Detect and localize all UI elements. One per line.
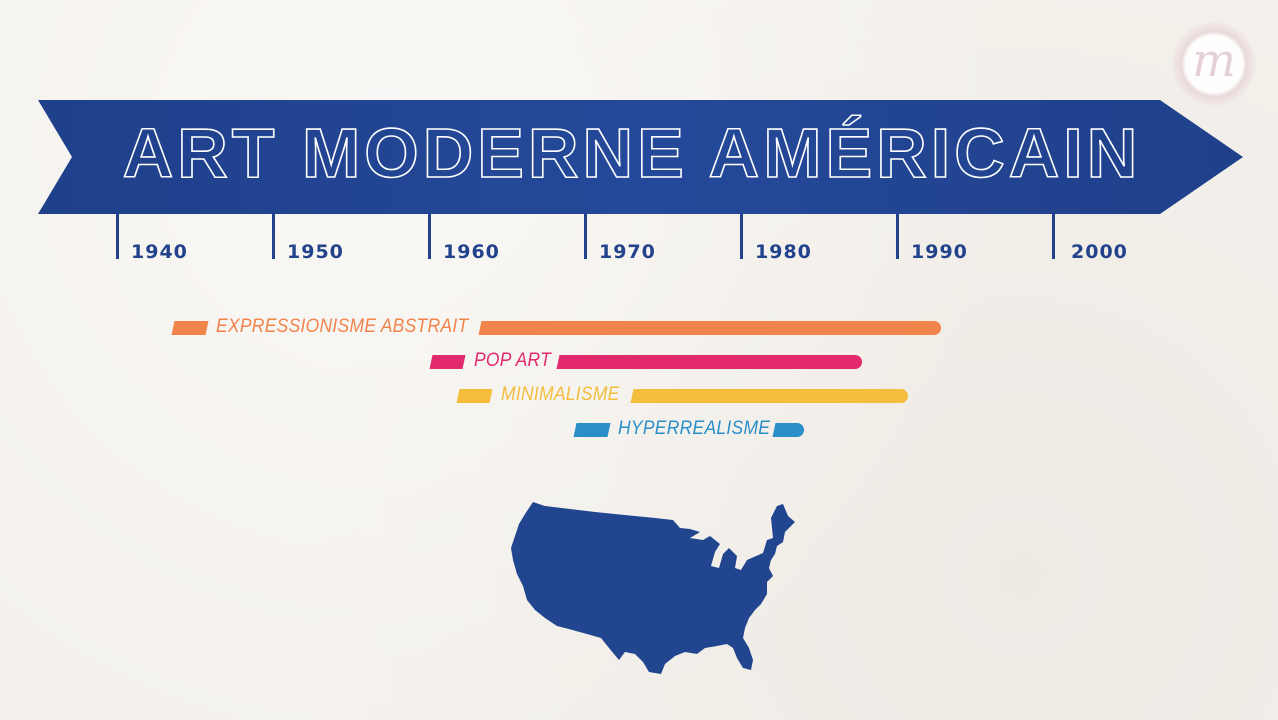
year-label: 2000 — [1071, 241, 1128, 263]
bar-start-segment — [573, 423, 611, 437]
movement-bar-hyperrealisme: HYPERREALISME — [0, 418, 1278, 439]
movement-bar-pop-art: POP ART — [0, 350, 1278, 371]
tick-mark — [428, 214, 431, 259]
movement-bar-expressionisme: EXPRESSIONISME ABSTRAIT — [0, 316, 1278, 337]
movement-label: MINIMALISME — [501, 384, 620, 405]
tick-mark — [896, 214, 899, 259]
bar-start-segment — [171, 321, 209, 335]
bar-main-segment — [777, 423, 804, 437]
year-label: 1940 — [131, 241, 188, 263]
usa-map-icon — [511, 502, 795, 674]
bar-start-segment — [456, 389, 493, 403]
year-label: 1970 — [599, 241, 656, 263]
bar-main-segment — [483, 321, 941, 335]
movement-bar-minimalisme: MINIMALISME — [0, 384, 1278, 405]
year-label: 1950 — [287, 241, 344, 263]
year-label: 1960 — [443, 241, 500, 263]
tick-mark — [116, 214, 119, 259]
movement-label: EXPRESSIONISME ABSTRAIT — [216, 316, 469, 337]
movement-label: HYPERREALISME — [618, 418, 771, 439]
logo-glyph: m — [1192, 33, 1236, 87]
bar-start-segment — [429, 355, 466, 369]
year-label: 1980 — [755, 241, 812, 263]
tick-mark — [272, 214, 275, 259]
tick-mark — [1052, 214, 1055, 259]
title-text: ART MODERNE AMÉRICAIN — [123, 114, 1142, 192]
bar-main-segment — [561, 355, 862, 369]
channel-logo: m — [1172, 22, 1256, 106]
tick-mark — [584, 214, 587, 259]
movement-label: POP ART — [474, 350, 552, 371]
page-title: ART MODERNE AMÉRICAIN — [72, 100, 1192, 214]
year-label: 1990 — [911, 241, 968, 263]
bar-main-segment — [635, 389, 908, 403]
tick-mark — [740, 214, 743, 259]
